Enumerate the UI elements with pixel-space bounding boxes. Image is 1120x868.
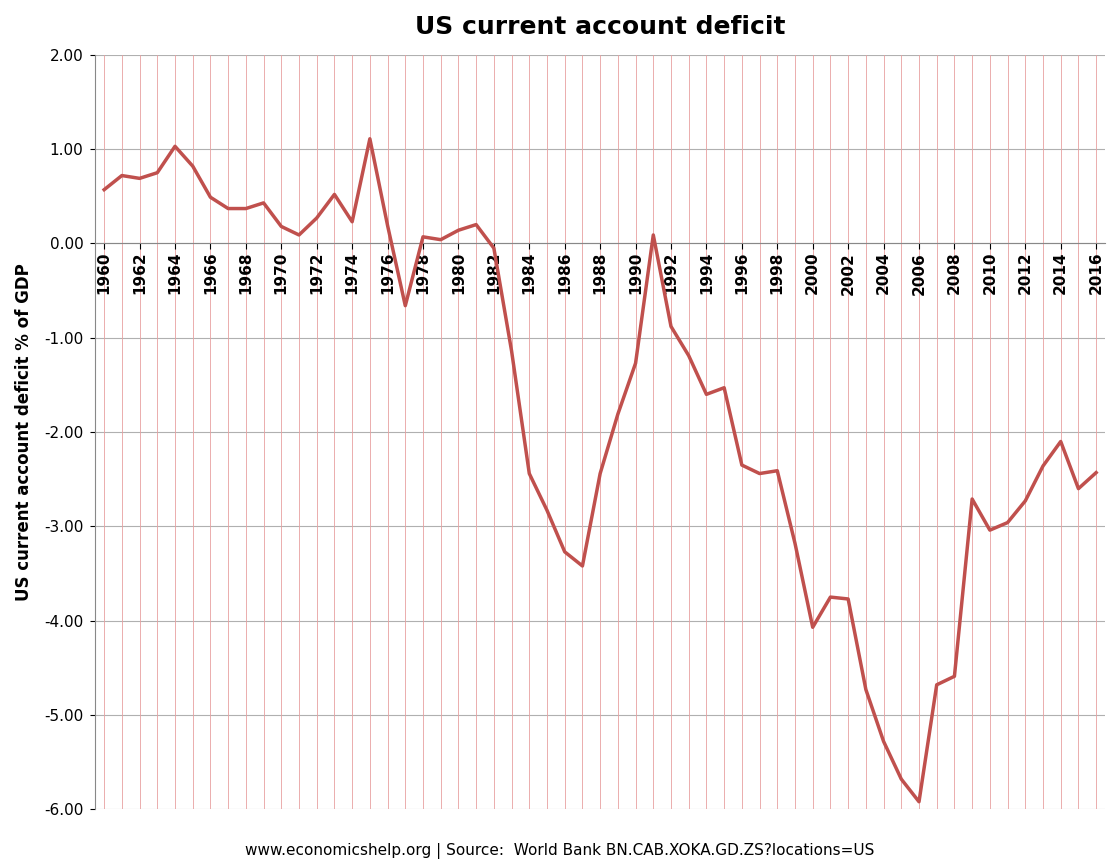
Text: www.economicshelp.org | Source:  World Bank BN.CAB.XOKA.GD.ZS?locations=US: www.economicshelp.org | Source: World Ba… bbox=[245, 844, 875, 859]
Y-axis label: US current account deficit % of GDP: US current account deficit % of GDP bbox=[15, 263, 32, 601]
Title: US current account deficit: US current account deficit bbox=[414, 15, 785, 39]
